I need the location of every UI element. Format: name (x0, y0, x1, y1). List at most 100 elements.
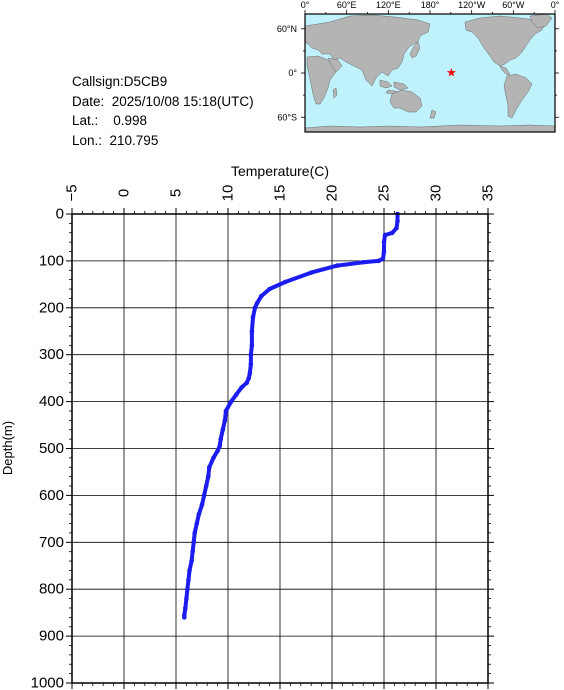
map-land (304, 13, 556, 133)
data-point (360, 260, 366, 265)
temperature-profile-plot: −5 0 5 10 15 20 25 30 35 01002003004005006007008… (0, 163, 497, 690)
data-point (249, 343, 255, 348)
x-tick-label: −5 (64, 184, 81, 201)
data-point (183, 605, 188, 611)
data-point (308, 270, 314, 275)
land-shape (379, 79, 393, 89)
map-lon-label: 60°W (502, 0, 525, 10)
x-tick-label: 15 (272, 185, 289, 202)
location-map: 0° 60°E 120°E 180° 120°W 60°W 0° 60°N 0° 60°S ★ (277, 0, 560, 133)
map-lat-label: 0° (288, 68, 297, 78)
data-point (252, 305, 258, 311)
data-point (190, 549, 195, 554)
data-point (211, 455, 216, 461)
data-point (282, 279, 288, 285)
y-axis-tick-labels: 0 100 200 300 400 500 600 700 800 900 1000 (31, 206, 64, 690)
y-tick-label: 200 (39, 299, 64, 316)
y-tick-label: 100 (39, 252, 64, 269)
y-tick-label: 700 (39, 534, 64, 551)
data-point (187, 568, 192, 573)
x-tick-label: 25 (376, 185, 393, 202)
data-point (201, 493, 207, 498)
data-point (223, 408, 229, 414)
map-lat-label: 60°N (277, 24, 297, 34)
land-shape (332, 87, 338, 99)
plot-grid (66, 208, 494, 689)
data-point (215, 448, 220, 454)
data-point (228, 399, 234, 404)
data-point (334, 263, 340, 268)
data-point (185, 586, 190, 592)
data-point (206, 464, 212, 470)
data-point (376, 258, 382, 264)
map-lon-label: 60°E (337, 0, 357, 10)
station-marker: ★ (446, 65, 457, 79)
x-tick-label: 20 (324, 185, 341, 202)
data-point (381, 239, 387, 245)
map-lat-label: 60°S (277, 112, 297, 122)
data-point (184, 596, 189, 601)
data-point (380, 256, 386, 261)
map-latitude-labels: 60°N 0° 60°S (277, 24, 298, 123)
map-lon-label: 120°E (376, 0, 401, 10)
latitude-text: Lat.: 0.998 (72, 113, 148, 128)
land-shape (393, 81, 409, 91)
land-shape (429, 109, 437, 119)
temperature-series (182, 211, 400, 620)
x-tick-label: 5 (168, 189, 185, 197)
data-point (220, 427, 226, 433)
y-tick-label: 400 (39, 393, 64, 410)
land-shape (389, 89, 423, 113)
data-point (189, 558, 194, 564)
map-ticks (301, 10, 559, 118)
data-point (248, 352, 254, 358)
temperature-line (182, 212, 400, 620)
data-point (382, 232, 388, 238)
x-axis-tick-labels: −5 0 5 10 15 20 25 30 35 (64, 184, 497, 201)
map-lon-label: 120°W (458, 0, 486, 10)
data-point (194, 521, 200, 526)
data-point (246, 375, 252, 381)
land-shape (503, 73, 533, 119)
land-shape (306, 55, 337, 105)
data-point (218, 436, 224, 442)
data-point (234, 392, 239, 397)
y-tick-label: 800 (39, 581, 64, 598)
callsign-text: Callsign:D5CB9 (72, 74, 168, 89)
map-lon-label: 180° (421, 0, 440, 10)
data-point (247, 371, 253, 376)
data-point (186, 577, 191, 583)
data-point (381, 249, 387, 254)
x-tick-label: 30 (428, 185, 445, 202)
land-shape (499, 65, 511, 76)
data-point (395, 218, 400, 224)
x-tick-label: 35 (480, 185, 497, 202)
data-point (394, 225, 399, 231)
data-point (248, 361, 254, 367)
data-point (203, 483, 209, 489)
data-point (222, 418, 228, 423)
data-point (258, 293, 264, 299)
data-point (196, 511, 202, 517)
data-point (205, 474, 211, 479)
data-point (217, 443, 222, 449)
x-axis-title: Temperature(C) (231, 163, 329, 179)
data-point (250, 314, 256, 320)
data-point (199, 502, 205, 508)
longitude-text: Lon.: 210.795 (72, 132, 159, 148)
y-tick-label: 300 (39, 346, 64, 363)
data-point (191, 540, 196, 545)
y-tick-label: 0 (56, 206, 64, 223)
date-text: Date: 2025/10/08 15:18(UTC) (72, 93, 254, 109)
plot-frame (71, 213, 489, 684)
data-point (192, 530, 198, 536)
y-tick-label: 500 (39, 440, 64, 457)
map-lon-label: 0° (301, 0, 310, 10)
y-tick-label: 1000 (31, 675, 64, 690)
land-shape (327, 57, 343, 73)
map-longitude-labels: 0° 60°E 120°E 180° 120°W 60°W 0° (301, 0, 560, 10)
data-point (267, 286, 272, 292)
data-point (239, 385, 244, 390)
land-shape (409, 41, 421, 59)
